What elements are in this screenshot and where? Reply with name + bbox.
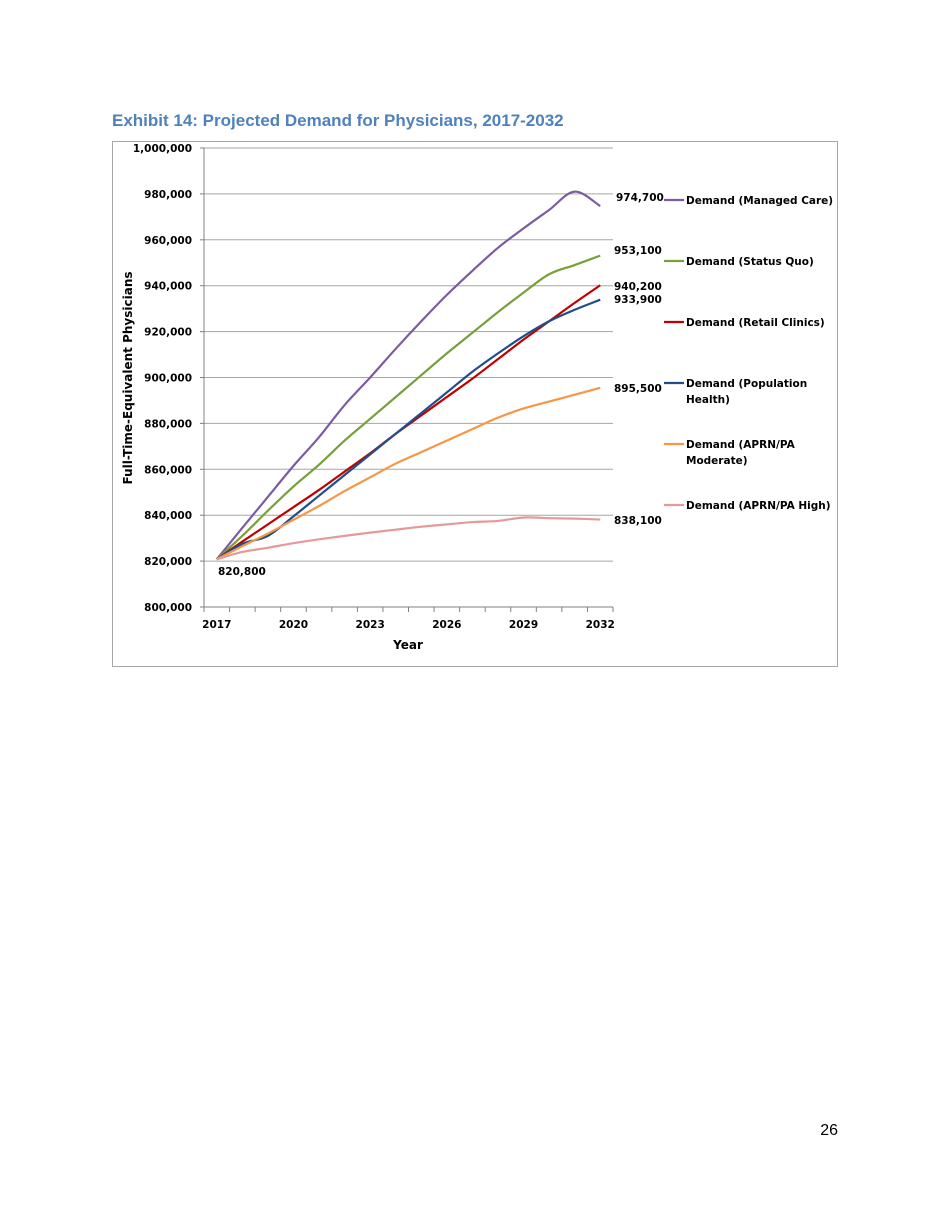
y-tick-label: 1,000,000 — [133, 143, 192, 155]
y-tick-label: 800,000 — [144, 602, 192, 614]
y-tick-label: 860,000 — [144, 464, 192, 476]
legend-label: Demand (APRN/PA Moderate) — [686, 439, 796, 467]
end-value-label: 953,100 — [614, 245, 662, 257]
y-tick-label: 820,000 — [144, 556, 192, 568]
series-line — [216, 516, 601, 561]
y-tick-label: 880,000 — [144, 418, 192, 430]
series-line — [216, 386, 601, 561]
legend: Demand (Managed Care) Demand (Status Quo)… — [664, 195, 833, 512]
legend-label: Demand (Retail Clinics) — [686, 317, 825, 329]
page-number: 26 — [820, 1122, 838, 1139]
x-tick-label: 2032 — [586, 619, 615, 631]
end-value-label: 895,500 — [614, 383, 662, 395]
series-line — [215, 190, 601, 560]
chart-frame — [112, 141, 838, 667]
end-value-label: 940,200 — [614, 281, 662, 293]
axes: 800,000 820,000 840,000 860,000 880,000 900,0… — [133, 143, 615, 631]
x-tick-label: 2026 — [432, 619, 461, 631]
series-lines — [215, 190, 601, 561]
legend-label: Demand (Status Quo) — [686, 256, 814, 268]
end-value-label: 974,700 — [616, 192, 664, 204]
legend-label: Demand (Managed Care) — [686, 195, 833, 207]
end-value-label: 838,100 — [614, 515, 662, 527]
series-line — [216, 254, 601, 561]
y-tick-label: 980,000 — [144, 189, 192, 201]
legend-label: Demand (APRN/PA High) — [686, 500, 831, 512]
y-tick-label: 920,000 — [144, 327, 192, 339]
gridlines — [204, 147, 613, 608]
exhibit-title: Exhibit 14: Projected Demand for Physici… — [112, 111, 564, 130]
legend-label: Demand (Population Health) — [686, 378, 807, 406]
x-tick-label: 2020 — [279, 619, 308, 631]
y-tick-label: 940,000 — [144, 281, 192, 293]
start-value-label: 820,800 — [218, 566, 266, 578]
y-axis-title: Full-Time-Equivalent Physicians — [121, 271, 135, 484]
x-tick-label: 2023 — [356, 619, 385, 631]
y-tick-label: 840,000 — [144, 510, 192, 522]
x-tick-label: 2017 — [202, 619, 231, 631]
x-axis-title: Year — [392, 638, 423, 652]
end-value-label: 933,900 — [614, 294, 662, 306]
x-tick-label: 2029 — [509, 619, 538, 631]
y-tick-label: 900,000 — [144, 373, 192, 385]
y-tick-label: 960,000 — [144, 235, 192, 247]
